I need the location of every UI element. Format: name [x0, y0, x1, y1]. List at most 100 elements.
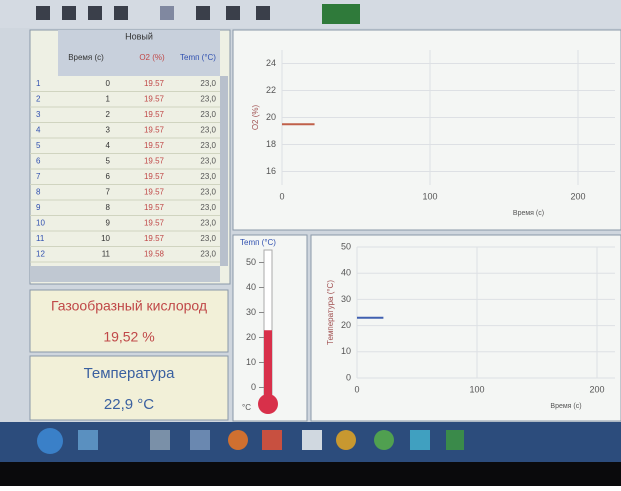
- cell: 19.57: [144, 141, 165, 150]
- icon[interactable]: [262, 430, 282, 450]
- panel: [29, 355, 229, 421]
- icon[interactable]: [114, 6, 128, 20]
- icon[interactable]: [160, 6, 174, 20]
- icon[interactable]: [374, 430, 394, 450]
- chart-panel: [310, 234, 621, 422]
- cell: 19.57: [144, 188, 165, 197]
- panel: [29, 289, 229, 353]
- cell: 23,0: [200, 250, 216, 259]
- start-button[interactable]: [37, 428, 63, 454]
- y-tick-label: 0: [251, 382, 256, 392]
- toolbar: [0, 0, 621, 28]
- cell: 6: [106, 172, 111, 181]
- cell: 5: [106, 157, 111, 166]
- taskbar-icons: [78, 430, 464, 450]
- scrollbar[interactable]: [220, 76, 228, 266]
- x-tick-label: 200: [589, 384, 604, 394]
- y-tick-label: 20: [246, 332, 256, 342]
- cell: 23,0: [200, 172, 216, 181]
- icon[interactable]: [78, 430, 98, 450]
- x-tick-label: 0: [354, 384, 359, 394]
- icon[interactable]: [88, 6, 102, 20]
- column-header: O2 (%): [139, 53, 165, 62]
- icon[interactable]: [256, 6, 270, 20]
- y-tick-label: 10: [341, 346, 351, 356]
- y-tick-label: 16: [266, 166, 276, 176]
- icon[interactable]: [36, 6, 50, 20]
- cell: 4: [106, 141, 111, 150]
- cell: 19.57: [144, 234, 165, 243]
- toolbar-icons: [36, 4, 360, 24]
- thermometer-fill: [264, 330, 272, 400]
- cell: 23,0: [200, 126, 216, 135]
- cell: 9: [106, 219, 111, 228]
- icon[interactable]: [302, 430, 322, 450]
- cell: 19.57: [144, 79, 165, 88]
- icon[interactable]: [190, 430, 210, 450]
- cell: 3: [106, 126, 111, 135]
- cell: 19.57: [144, 219, 165, 228]
- cell: 23,0: [200, 219, 216, 228]
- cell: 23,0: [200, 95, 216, 104]
- cell: 8: [106, 203, 111, 212]
- cell: 19.57: [144, 203, 165, 212]
- icon[interactable]: [322, 4, 360, 24]
- h-scrollbar[interactable]: [30, 266, 220, 282]
- cell: 5: [36, 141, 41, 150]
- unit-label: °C: [242, 403, 251, 412]
- cell: 19.57: [144, 157, 165, 166]
- icon[interactable]: [410, 430, 430, 450]
- cell: 3: [36, 110, 41, 119]
- y-tick-label: 30: [246, 307, 256, 317]
- cell: 19.57: [144, 172, 165, 181]
- y-tick-label: 40: [246, 282, 256, 292]
- cell: 1: [106, 95, 111, 104]
- bezel: [0, 462, 621, 486]
- icon[interactable]: [226, 6, 240, 20]
- cell: 2: [36, 95, 41, 104]
- icon[interactable]: [150, 430, 170, 450]
- y-tick-label: 10: [246, 357, 256, 367]
- cell: 19.57: [144, 126, 165, 135]
- cell: 7: [36, 172, 41, 181]
- y-tick-label: 50: [246, 257, 256, 267]
- thermometer-label: Temп (°C): [240, 238, 276, 247]
- cell: 9: [36, 203, 41, 212]
- x-axis-label: Время (с): [550, 403, 581, 410]
- panel-title: Температура: [84, 365, 176, 382]
- cell: 11: [102, 250, 111, 259]
- cell: 19.58: [144, 250, 165, 259]
- x-tick-label: 200: [570, 191, 585, 201]
- cell: 19.57: [144, 95, 165, 104]
- y-tick-label: 30: [341, 294, 351, 304]
- y-tick-label: 0: [346, 372, 351, 382]
- cell: 23,0: [200, 157, 216, 166]
- cell: 23,0: [200, 141, 216, 150]
- icon[interactable]: [336, 430, 356, 450]
- thermometer-bulb: [258, 394, 278, 414]
- x-tick-label: 100: [469, 384, 484, 394]
- cell: 7: [106, 188, 111, 197]
- table-title: Новый: [125, 31, 153, 41]
- icon[interactable]: [228, 430, 248, 450]
- cell: 23,0: [200, 188, 216, 197]
- cell: 19.57: [144, 110, 165, 119]
- icon[interactable]: [446, 430, 464, 450]
- column-header: Время (с): [68, 53, 104, 62]
- x-tick-label: 100: [422, 191, 437, 201]
- y-tick-label: 40: [341, 268, 351, 278]
- table-header: [58, 30, 220, 76]
- icon[interactable]: [196, 6, 210, 20]
- y-axis-label: O2 (%): [251, 105, 260, 131]
- y-tick-label: 20: [341, 320, 351, 330]
- cell: 10: [36, 219, 45, 228]
- cell: 4: [36, 126, 41, 135]
- cell: 12: [36, 250, 45, 259]
- y-axis-label: Температура (°C): [326, 280, 335, 345]
- column-header: Temп (°C): [180, 53, 216, 62]
- cell: 1: [36, 79, 41, 88]
- cell: 0: [106, 79, 111, 88]
- icon[interactable]: [62, 6, 76, 20]
- panel-value: 19,52 %: [103, 329, 154, 345]
